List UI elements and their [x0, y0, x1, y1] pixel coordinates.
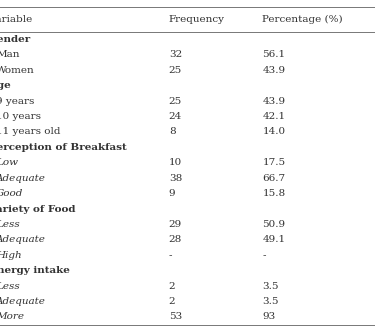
Text: 29: 29 [169, 220, 182, 229]
Text: 11 years old: 11 years old [0, 128, 61, 137]
Text: 43.9: 43.9 [262, 97, 286, 106]
Text: 9: 9 [169, 189, 176, 198]
Text: 3.5: 3.5 [262, 282, 279, 291]
Text: 3.5: 3.5 [262, 297, 279, 306]
Text: Less: Less [0, 220, 20, 229]
Text: 2: 2 [169, 282, 176, 291]
Text: 50.9: 50.9 [262, 220, 286, 229]
Text: 2: 2 [169, 297, 176, 306]
Text: More: More [0, 312, 24, 321]
Text: -: - [169, 251, 172, 260]
Text: 10 years: 10 years [0, 112, 41, 121]
Text: 56.1: 56.1 [262, 50, 286, 59]
Text: Adequate: Adequate [0, 235, 46, 244]
Text: Low: Low [0, 158, 18, 167]
Text: 25: 25 [169, 97, 182, 106]
Text: 32: 32 [169, 50, 182, 59]
Text: 9 years: 9 years [0, 97, 34, 106]
Text: 15.8: 15.8 [262, 189, 286, 198]
Text: Variety of Food: Variety of Food [0, 204, 75, 213]
Text: 38: 38 [169, 173, 182, 183]
Text: Frequency: Frequency [169, 15, 225, 24]
Text: Energy intake: Energy intake [0, 266, 70, 275]
Text: 93: 93 [262, 312, 276, 321]
Text: Adequate: Adequate [0, 173, 46, 183]
Text: High: High [0, 251, 22, 260]
Text: Percentage (%): Percentage (%) [262, 15, 343, 24]
Text: Man: Man [0, 50, 20, 59]
Text: Age: Age [0, 81, 10, 90]
Text: 66.7: 66.7 [262, 173, 286, 183]
Text: 53: 53 [169, 312, 182, 321]
Text: Women: Women [0, 66, 35, 75]
Text: 28: 28 [169, 235, 182, 244]
Text: 49.1: 49.1 [262, 235, 286, 244]
Text: Gender: Gender [0, 35, 31, 44]
Text: 8: 8 [169, 128, 176, 137]
Text: 43.9: 43.9 [262, 66, 286, 75]
Text: Perception of Breakfast: Perception of Breakfast [0, 143, 126, 152]
Text: -: - [262, 251, 266, 260]
Text: Adequate: Adequate [0, 297, 46, 306]
Text: 42.1: 42.1 [262, 112, 286, 121]
Text: Less: Less [0, 282, 20, 291]
Text: 25: 25 [169, 66, 182, 75]
Text: 10: 10 [169, 158, 182, 167]
Text: Variable: Variable [0, 15, 32, 24]
Text: 14.0: 14.0 [262, 128, 286, 137]
Text: Good: Good [0, 189, 24, 198]
Text: 17.5: 17.5 [262, 158, 286, 167]
Text: 24: 24 [169, 112, 182, 121]
